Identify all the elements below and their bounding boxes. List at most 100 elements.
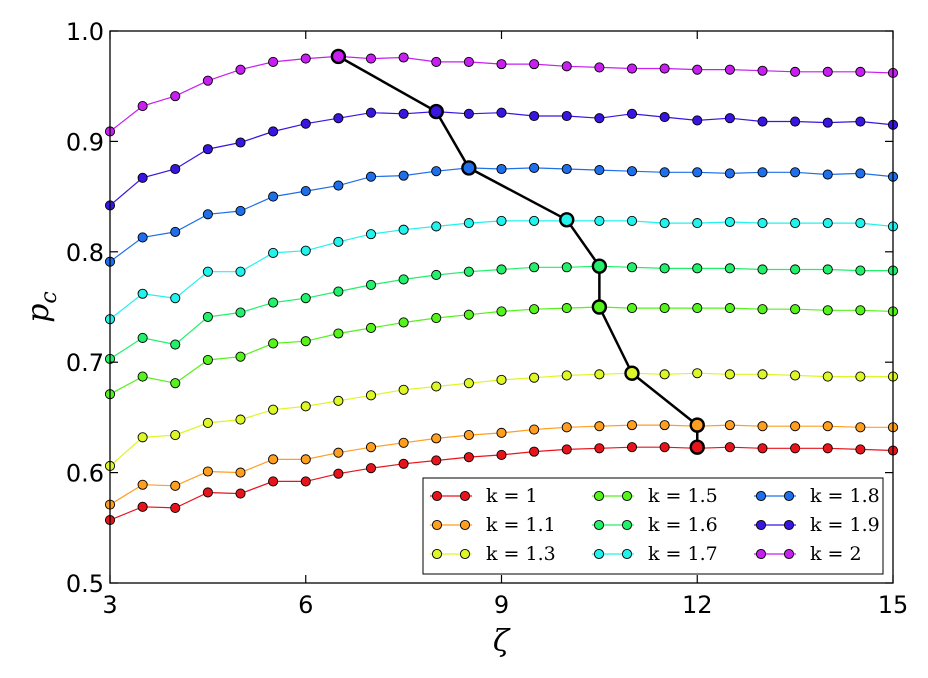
data-point (855, 444, 866, 455)
data-point (300, 454, 311, 465)
x-tick-label: 15 (878, 591, 909, 619)
data-point (170, 480, 181, 491)
data-point (529, 446, 540, 457)
data-point (268, 247, 279, 258)
data-point (757, 167, 768, 178)
data-point (463, 108, 474, 119)
data-point (431, 433, 442, 444)
legend-label: k = 1.1 (486, 514, 556, 536)
data-point (822, 305, 833, 316)
data-point (235, 351, 246, 362)
data-point (626, 420, 638, 431)
legend-item: k = 1.5 (592, 485, 718, 507)
data-point (137, 479, 148, 490)
legend-frame (422, 477, 884, 575)
data-point (235, 307, 246, 318)
data-point (365, 322, 377, 334)
critical-line-layer (330, 48, 705, 455)
legend-item: k = 1.6 (592, 514, 718, 536)
data-point (692, 218, 703, 229)
data-point (268, 297, 279, 308)
data-point (724, 113, 735, 124)
data-point (235, 414, 246, 425)
data-point (333, 328, 344, 339)
ticks-layer: 3 6 9 12 15 0.5 0.6 0.7 0.8 0.9 1.0 (66, 18, 908, 619)
data-point (300, 336, 311, 347)
data-point (659, 218, 670, 229)
data-point (822, 443, 833, 454)
data-point (626, 303, 638, 314)
data-point (724, 216, 735, 228)
legend-item: k = 1 (430, 485, 538, 507)
x-tick-label: 12 (682, 591, 713, 619)
legend-marker (431, 548, 443, 560)
data-point (398, 52, 409, 63)
data-point (757, 443, 768, 454)
data-point (268, 476, 279, 487)
data-point (202, 466, 213, 477)
data-point (170, 378, 181, 389)
data-point (496, 427, 507, 438)
data-point (561, 444, 572, 455)
legend-marker (783, 490, 795, 502)
data-point (333, 286, 344, 297)
series-6 (104, 215, 899, 325)
data-point (333, 113, 344, 124)
data-point (137, 432, 148, 443)
data-point (170, 226, 181, 237)
y-axis-label: p (21, 304, 56, 323)
data-point (137, 232, 148, 243)
data-point (822, 371, 833, 382)
data-point (790, 66, 801, 77)
y-axis-label-group: pc (21, 291, 62, 323)
series-1 (104, 442, 899, 526)
x-tick-label: 6 (298, 591, 313, 619)
data-point (398, 437, 409, 448)
data-point (496, 107, 507, 118)
data-point (757, 116, 768, 127)
data-point (659, 167, 670, 178)
data-point (202, 144, 213, 155)
legend-marker (783, 519, 795, 531)
data-point (724, 442, 735, 453)
data-point (822, 421, 833, 432)
legend-item: k = 1.3 (430, 543, 556, 565)
data-point (137, 371, 148, 382)
data-point (300, 293, 311, 304)
data-point (790, 167, 801, 178)
data-point (365, 279, 377, 290)
data-point (561, 163, 572, 175)
data-point (202, 75, 213, 86)
data-point (365, 390, 377, 401)
legend-marker (755, 490, 767, 502)
data-point (561, 303, 572, 314)
data-point (463, 452, 474, 463)
data-point (529, 262, 540, 273)
data-point (822, 169, 833, 180)
data-point (365, 463, 377, 474)
data-point (594, 62, 605, 73)
data-point (692, 167, 703, 178)
data-point (398, 384, 409, 395)
data-point (235, 64, 246, 75)
data-point (170, 339, 181, 350)
critical-point (591, 258, 608, 274)
y-tick-label: 0.5 (66, 570, 104, 598)
legend-marker (621, 548, 633, 560)
data-point (365, 171, 377, 182)
legend-label: k = 1.5 (648, 485, 718, 507)
data-point (561, 262, 572, 273)
data-point (724, 303, 735, 314)
legend-label: k = 1.6 (648, 514, 718, 536)
data-point (692, 115, 703, 126)
data-point (268, 191, 279, 202)
data-point (692, 263, 703, 274)
data-point (268, 404, 279, 415)
data-point (300, 245, 311, 256)
critical-point (689, 439, 705, 455)
legend-marker (621, 519, 633, 531)
data-point (235, 467, 246, 478)
data-point (365, 229, 377, 240)
data-point (365, 442, 377, 453)
